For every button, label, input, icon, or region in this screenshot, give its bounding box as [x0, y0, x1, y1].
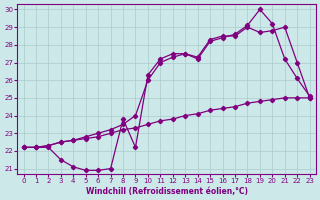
- X-axis label: Windchill (Refroidissement éolien,°C): Windchill (Refroidissement éolien,°C): [85, 187, 248, 196]
